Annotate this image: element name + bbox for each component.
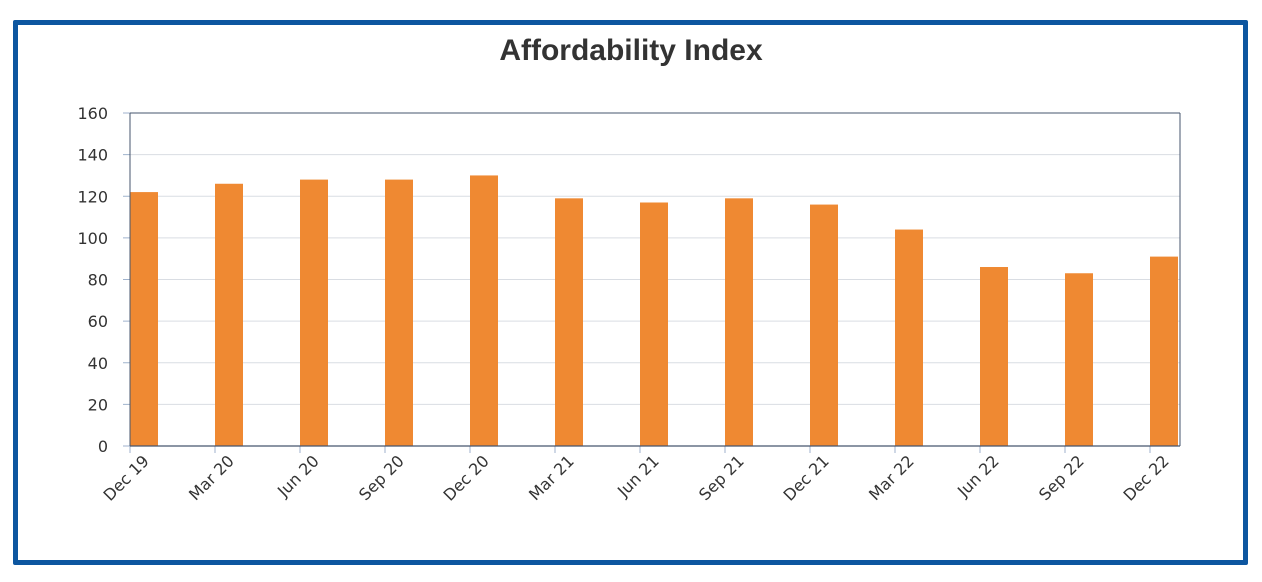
x-tick-label: Mar 20 [185,451,238,504]
y-tick-label: 160 [77,104,108,123]
bars [130,175,1178,446]
x-tick-label: Sep 21 [695,451,748,504]
x-tick-labels: Dec 19 Mar 20 Jun 20 Sep 20 Dec 20 Mar 21 Jun … [100,451,1173,504]
x-tick-label: Dec 20 [440,451,493,504]
x-tick-label: Dec 21 [780,451,833,504]
y-tick-label: 80 [88,271,108,290]
x-tick-label: Mar 22 [865,451,918,504]
x-tick-label: Sep 22 [1035,451,1088,504]
y-tick-label: 40 [88,354,108,373]
bar [1150,256,1178,446]
bar [810,204,838,446]
bar [385,179,413,446]
y-tick-label: 0 [98,437,108,456]
bar [980,267,1008,446]
y-tick-label: 60 [88,312,108,331]
chart-title: Affordability Index [499,34,763,67]
bar [470,175,498,446]
y-tick-label: 100 [77,229,108,248]
x-tick-label: Mar 21 [525,451,578,504]
x-tick-label: Dec 19 [100,451,153,504]
x-tick-label: Jun 22 [953,451,1003,501]
x-tick-label: Jun 20 [273,451,323,501]
bar [1065,273,1093,446]
bar [300,179,328,446]
x-tick-label: Dec 22 [1120,451,1173,504]
bar [640,202,668,446]
y-tick-label: 140 [77,146,108,165]
bar [725,198,753,446]
y-tick-label: 20 [88,395,108,414]
bar [555,198,583,446]
y-tick-label: 120 [77,187,108,206]
y-tick-labels: 0 20 40 60 80 100 120 140 160 [77,104,108,456]
x-tick-label: Jun 21 [613,451,663,501]
bar [130,192,158,446]
axes [123,112,1181,453]
bar [895,229,923,446]
bar [215,183,243,446]
x-tick-label: Sep 20 [355,451,408,504]
